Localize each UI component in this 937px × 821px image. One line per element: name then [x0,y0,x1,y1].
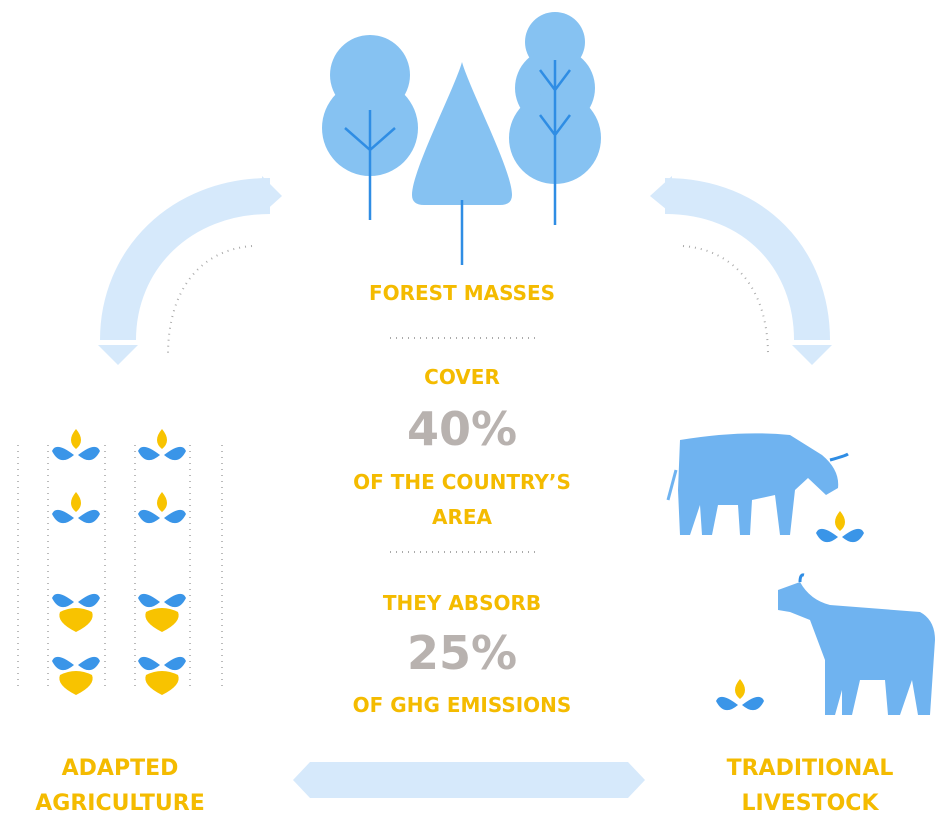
arrow-left-tail [262,176,282,214]
arrow-left [118,196,270,340]
cow-bottom [778,575,935,715]
root-crop [138,594,186,632]
absorb-value: 25% [407,628,517,678]
grain-crop [816,511,864,542]
arrow-bottom [293,762,645,798]
absorb-caption: OF GHG EMISSIONS [353,688,572,723]
root-crop [52,594,100,632]
absorb-label: THEY ABSORB [383,586,541,621]
arrow-right [665,196,812,340]
crops [18,445,222,690]
dotted-arc [168,246,252,355]
infographic: FOREST MASSES COVER 40% OF THE COUNTRY’S… [0,0,937,814]
root-crop [138,657,186,695]
title: FOREST MASSES [369,276,555,311]
arrow-right-head [792,345,832,365]
arrow-left-head [98,345,138,365]
cow-top [668,433,848,535]
cover-label: COVER [424,360,500,395]
grain-crop [716,679,764,710]
cover-value: 40% [407,404,517,454]
grain-crop [138,492,186,523]
cover-caption: OF THE COUNTRY’S AREA [327,465,597,535]
grain-crop [52,492,100,523]
root-crop [52,657,100,695]
dotted-arc [683,246,768,355]
arrow-right-tail [650,176,672,214]
left-label: ADAPTED AGRICULTURE [20,751,220,821]
right-label: TRADITIONAL LIVESTOCK [710,751,910,821]
grain-crop [52,429,100,460]
trees [322,12,601,265]
grain-crop [138,429,186,460]
